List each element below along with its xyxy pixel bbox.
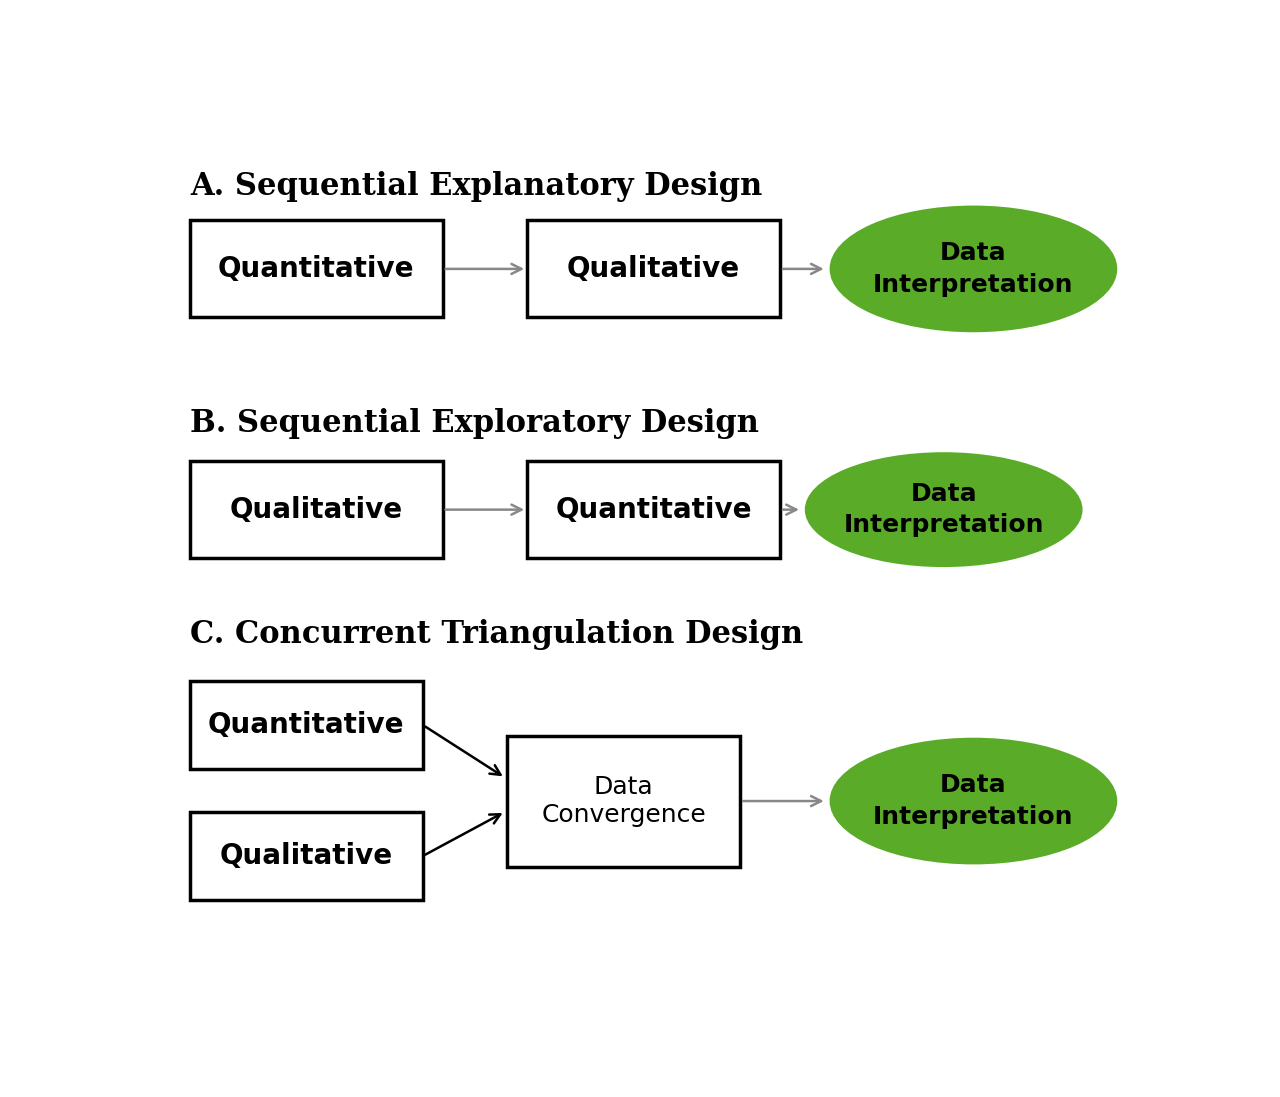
Text: Data
Convergence: Data Convergence <box>541 776 707 827</box>
Text: Qualitative: Qualitative <box>229 496 403 523</box>
Text: Data
Interpretation: Data Interpretation <box>873 773 1074 829</box>
Text: Quantitative: Quantitative <box>209 711 404 739</box>
Text: Data
Interpretation: Data Interpretation <box>844 482 1044 538</box>
FancyBboxPatch shape <box>189 220 443 317</box>
Ellipse shape <box>829 737 1117 864</box>
Text: Qualitative: Qualitative <box>567 255 740 283</box>
FancyBboxPatch shape <box>507 736 740 867</box>
Ellipse shape <box>805 452 1083 567</box>
Text: A. Sequential Explanatory Design: A. Sequential Explanatory Design <box>189 171 762 202</box>
FancyBboxPatch shape <box>527 220 780 317</box>
Text: B. Sequential Exploratory Design: B. Sequential Exploratory Design <box>189 408 759 439</box>
Text: Quantitative: Quantitative <box>556 496 751 523</box>
Ellipse shape <box>829 205 1117 332</box>
FancyBboxPatch shape <box>189 812 422 901</box>
FancyBboxPatch shape <box>527 461 780 558</box>
FancyBboxPatch shape <box>189 680 422 769</box>
Text: Data
Interpretation: Data Interpretation <box>873 241 1074 296</box>
FancyBboxPatch shape <box>189 461 443 558</box>
Text: Qualitative: Qualitative <box>220 842 393 870</box>
Text: C. Concurrent Triangulation Design: C. Concurrent Triangulation Design <box>189 619 803 649</box>
Text: Quantitative: Quantitative <box>218 255 415 283</box>
